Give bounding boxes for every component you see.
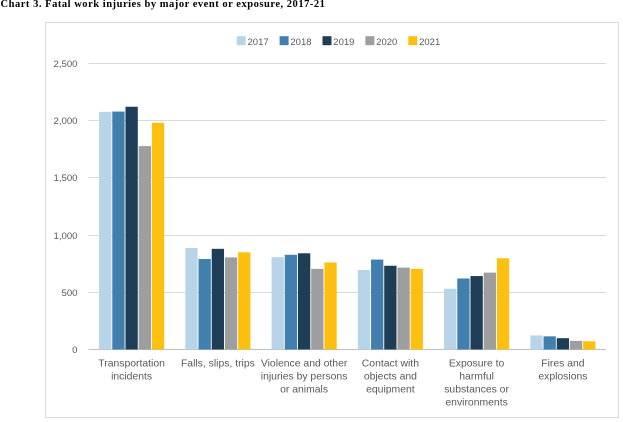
svg-text:substances or: substances or — [444, 384, 509, 395]
svg-text:2,000: 2,000 — [53, 116, 77, 127]
svg-text:2018: 2018 — [290, 37, 311, 48]
svg-text:2017: 2017 — [248, 37, 269, 48]
svg-text:injuries by persons: injuries by persons — [261, 372, 348, 383]
svg-text:explosions: explosions — [538, 372, 587, 383]
svg-text:environments: environments — [445, 397, 507, 408]
svg-text:2021: 2021 — [419, 37, 440, 48]
svg-text:Violence and other: Violence and other — [261, 359, 348, 370]
svg-text:Exposure to: Exposure to — [449, 359, 505, 370]
svg-text:2020: 2020 — [376, 37, 397, 48]
svg-text:Falls, slips, trips: Falls, slips, trips — [181, 359, 255, 370]
svg-text:1,500: 1,500 — [53, 173, 77, 184]
svg-text:harmful: harmful — [459, 372, 494, 383]
svg-text:Contact with: Contact with — [362, 359, 419, 370]
svg-text:objects and: objects and — [364, 372, 417, 383]
svg-text:or animals: or animals — [280, 384, 328, 395]
svg-text:2,500: 2,500 — [53, 59, 77, 70]
svg-text:equipment: equipment — [366, 384, 415, 395]
svg-text:500: 500 — [61, 288, 77, 299]
svg-text:Fires and: Fires and — [541, 359, 585, 370]
svg-text:0: 0 — [72, 345, 77, 356]
svg-text:1,000: 1,000 — [53, 231, 77, 242]
svg-text:Transportation: Transportation — [98, 359, 165, 370]
svg-text:2019: 2019 — [333, 37, 354, 48]
svg-text:incidents: incidents — [111, 372, 152, 383]
